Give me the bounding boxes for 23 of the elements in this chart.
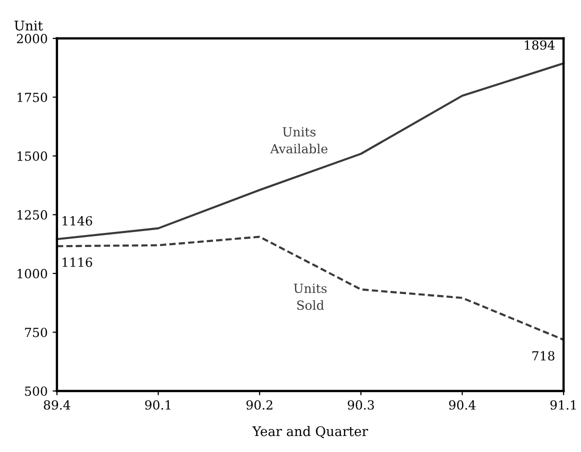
line-series [56,62,565,240]
x-tick-label: 90.2 [246,400,272,410]
y-tick-label: 1000 [18,268,48,278]
x-tick-label: 90.3 [348,400,374,410]
y-tick-label: 750 [25,328,48,338]
x-axis-title: Year and Quarter [252,426,368,438]
x-tick-label: 90.4 [449,400,476,410]
y-tick-label: 500 [25,386,48,396]
data-label: 1116 [62,258,92,267]
series-label: Units Available [270,127,328,154]
y-tick-label: 1250 [18,210,48,220]
y-tick-label: 1750 [18,92,48,102]
y-tick-label: 1500 [18,151,48,161]
y-axis-title: Unit [14,20,43,31]
x-tick-label: 89.4 [44,400,70,410]
x-tick-label: 90.1 [145,400,170,410]
line-series [56,236,565,341]
data-label: 718 [532,351,554,361]
x-tick-label: 91.1 [550,400,576,410]
y-tick-label: 2000 [16,34,48,44]
series-label: Units Sold [294,284,327,310]
data-label: 1894 [524,40,555,50]
data-label: 1146 [62,216,92,226]
